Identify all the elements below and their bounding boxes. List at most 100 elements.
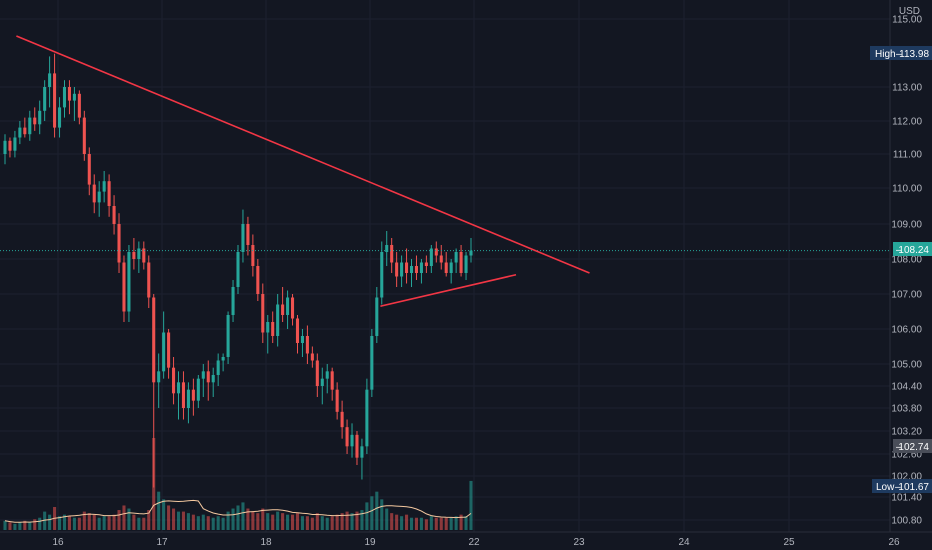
- candle-body: [231, 287, 235, 315]
- price-tick-label: 104.40: [891, 382, 922, 393]
- volume-bar: [142, 517, 146, 530]
- volume-bar: [469, 480, 473, 530]
- volume-bar: [261, 508, 265, 530]
- price-tick-label: 113.00: [892, 83, 922, 94]
- volume-bar: [400, 516, 404, 530]
- date-tick-label: 19: [364, 537, 376, 548]
- candle-body: [246, 224, 250, 245]
- candle-body: [127, 252, 131, 312]
- low-price-tag: Low – 101.67: [872, 479, 932, 493]
- candle-body: [162, 332, 166, 372]
- high-price-tag-label: High: [875, 49, 896, 60]
- last-price-tag-value: 108.24: [898, 245, 929, 256]
- candle-body: [176, 382, 181, 394]
- candle-body: [335, 389, 339, 412]
- candle-body: [226, 315, 230, 357]
- volume-bar: [271, 514, 275, 530]
- volume-bar: [434, 517, 438, 530]
- currency-label: USD: [899, 6, 920, 17]
- volume-bar: [444, 517, 448, 530]
- volume-bar: [375, 491, 379, 530]
- volume-bar: [429, 516, 433, 530]
- volume-bar: [340, 513, 344, 530]
- volume-bar: [385, 508, 389, 530]
- candle-body: [147, 262, 151, 298]
- volume-bar: [147, 510, 151, 530]
- volume-bar: [231, 508, 235, 530]
- candle-body: [221, 357, 225, 361]
- candle-body: [201, 371, 205, 379]
- low-price-tag-dash: –: [895, 482, 901, 493]
- price-tick-label: 101.40: [891, 493, 922, 504]
- marker-price-tag: – 102.74: [893, 439, 932, 453]
- candle-body: [375, 297, 379, 336]
- candle-body: [142, 248, 146, 263]
- price-axis: 115.00 113.00 112.00 111.00 110.00 109.00 108.…: [891, 15, 922, 527]
- high-price-tag-value: 113.98: [899, 49, 929, 60]
- volume-bar: [380, 499, 384, 530]
- candle-body: [271, 322, 275, 336]
- volume-bar: [370, 496, 374, 530]
- candle-body: [325, 371, 329, 379]
- volume-bar: [28, 522, 32, 530]
- candle-body: [261, 294, 265, 333]
- candle-body: [191, 389, 195, 401]
- candle-body: [43, 87, 47, 111]
- volume-bar: [92, 514, 96, 530]
- price-tick-label: 108.00: [891, 255, 922, 266]
- candle-body: [216, 360, 220, 375]
- low-price-tag-value: 101.67: [898, 482, 929, 493]
- volume-bar: [424, 519, 428, 530]
- candle-body: [305, 336, 309, 354]
- volume-bar: [405, 514, 409, 530]
- volume-bar: [167, 505, 171, 530]
- volume-bar: [122, 505, 126, 530]
- volume-bar: [43, 511, 47, 530]
- date-tick-label: 17: [156, 537, 168, 548]
- volume-bar: [414, 517, 419, 530]
- candle-body: [439, 255, 443, 263]
- volume-bar: [107, 516, 111, 530]
- candle-body: [18, 127, 22, 138]
- price-tick-label: 105.00: [891, 360, 922, 371]
- candle-body: [286, 297, 290, 315]
- price-tick-label: 106.00: [891, 325, 922, 336]
- candle-body: [67, 87, 71, 101]
- last-price-tag-background: [893, 242, 932, 256]
- candle-body: [167, 332, 171, 368]
- volume-bar: [300, 516, 304, 530]
- volume-bar: [216, 516, 220, 530]
- volume-bar: [196, 516, 200, 530]
- candle-body: [117, 224, 121, 263]
- candle-body: [424, 262, 428, 266]
- volume-bar: [360, 510, 364, 530]
- candle-body: [23, 127, 27, 135]
- candle-body: [62, 87, 67, 108]
- candle-body: [28, 117, 32, 135]
- candle-body: [206, 371, 210, 383]
- volume-bar: [409, 517, 414, 530]
- candle-body: [395, 262, 399, 277]
- volume-bar: [132, 514, 136, 530]
- candle-body: [454, 252, 458, 263]
- volume-bar: [191, 514, 195, 530]
- candle-body: [355, 434, 359, 458]
- volume-bar: [295, 513, 300, 530]
- volume-bar: [345, 511, 349, 530]
- date-tick-label: 25: [783, 537, 795, 548]
- candle-body: [300, 336, 304, 343]
- candle-body: [400, 262, 404, 277]
- high-price-tag-background: [870, 46, 932, 60]
- volume-bar: [102, 516, 106, 530]
- candle-body: [266, 322, 270, 333]
- low-price-tag-background: [872, 479, 932, 493]
- volume-bar: [286, 514, 290, 530]
- volume-bar: [464, 516, 468, 530]
- volume-bar: [38, 517, 42, 530]
- candle-body: [196, 378, 200, 401]
- volume-bar: [18, 522, 22, 530]
- last-price-tag-dash: –: [896, 245, 902, 256]
- volume-bar: [320, 516, 324, 530]
- candle-body: [82, 117, 86, 154]
- candle-body: [57, 107, 62, 128]
